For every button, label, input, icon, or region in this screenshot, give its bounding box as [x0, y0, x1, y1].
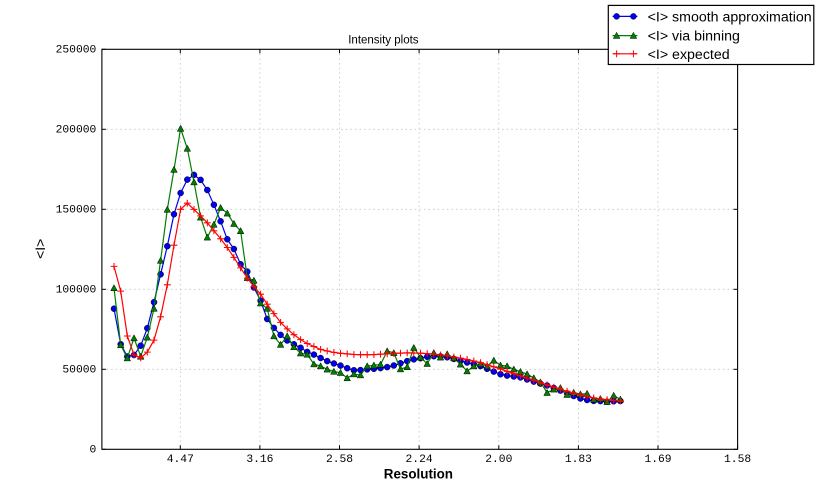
svg-text:150000: 150000	[56, 205, 97, 217]
svg-text:2.24: 2.24	[406, 454, 433, 466]
svg-text:Intensity plots: Intensity plots	[348, 35, 419, 47]
svg-text:<I> via binning: <I> via binning	[648, 29, 740, 45]
svg-text:2.00: 2.00	[485, 454, 512, 466]
svg-text:<I>: <I>	[32, 239, 48, 259]
svg-text:200000: 200000	[56, 125, 97, 137]
svg-text:Resolution: Resolution	[384, 467, 453, 482]
svg-text:1.83: 1.83	[565, 454, 592, 466]
svg-text:50000: 50000	[62, 365, 96, 377]
svg-text:100000: 100000	[56, 285, 97, 297]
svg-text:250000: 250000	[56, 45, 97, 57]
svg-text:2.58: 2.58	[326, 454, 353, 466]
svg-text:1.69: 1.69	[644, 454, 671, 466]
svg-text:0: 0	[90, 445, 97, 457]
svg-text:4.47: 4.47	[167, 454, 194, 466]
svg-text:<I> smooth approximation: <I> smooth approximation	[648, 9, 812, 25]
svg-text:1.58: 1.58	[724, 454, 751, 466]
svg-text:<I> expected: <I> expected	[648, 47, 730, 63]
svg-text:3.16: 3.16	[246, 454, 273, 466]
